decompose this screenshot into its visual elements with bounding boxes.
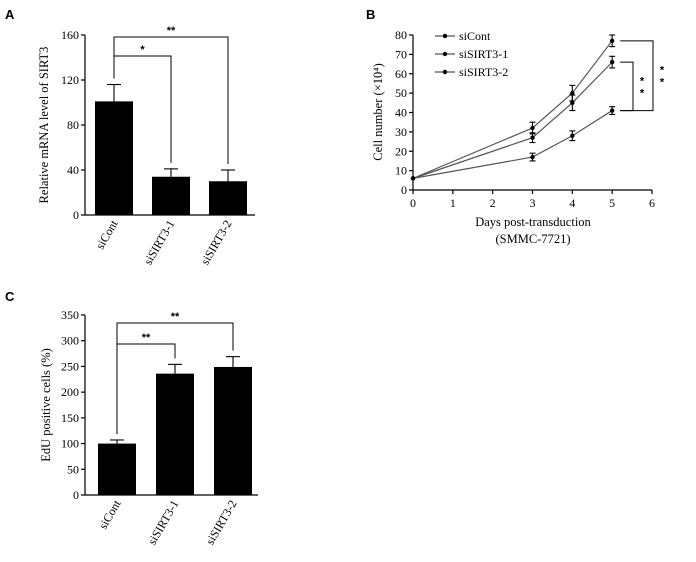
x-tick-label: siSIRT3-1 bbox=[141, 218, 178, 268]
series-line-siCont bbox=[412, 40, 613, 179]
bar-siSIRT3-2 bbox=[214, 366, 252, 495]
y-tick-label: 80 bbox=[395, 28, 407, 42]
panel-b-legend: siCont siSIRT3-1 siSIRT3-2 bbox=[435, 29, 508, 79]
bar-siSIRT3-1 bbox=[152, 176, 190, 215]
panel-a-significance: *** bbox=[113, 25, 229, 164]
significance-label: * bbox=[660, 65, 665, 77]
x-tick-label: siSIRT3-1 bbox=[145, 498, 182, 548]
legend-label: siSIRT3-2 bbox=[459, 65, 508, 79]
x-tick-label: siSIRT3-2 bbox=[203, 498, 240, 548]
y-tick-label: 50 bbox=[395, 86, 407, 100]
significance-label: ** bbox=[142, 332, 151, 344]
panel-c: C 0 50 100 150 200 250 300 350 siCont siSIRT3-1 si… bbox=[5, 289, 258, 547]
legend-label: siCont bbox=[459, 29, 491, 43]
significance-bracket bbox=[620, 61, 634, 112]
data-point bbox=[530, 125, 535, 131]
x-tick-label: 3 bbox=[530, 196, 536, 210]
y-tick-label: 300 bbox=[61, 334, 79, 348]
legend-marker bbox=[442, 69, 448, 75]
panel-c-letter: C bbox=[5, 289, 15, 304]
y-tick-label: 40 bbox=[395, 106, 407, 120]
data-point bbox=[609, 59, 615, 65]
y-tick-label: 60 bbox=[395, 67, 407, 81]
panel-c-bars bbox=[98, 356, 252, 495]
x-tick-label: 0 bbox=[410, 196, 416, 210]
data-point bbox=[530, 135, 535, 140]
y-tick-label: 10 bbox=[395, 164, 407, 178]
panel-a-bars bbox=[95, 83, 247, 215]
significance-bracket bbox=[116, 322, 234, 434]
significance-label: * bbox=[660, 77, 665, 89]
bar-siSIRT3-2 bbox=[209, 181, 247, 215]
series-line-siSIRT3-2 bbox=[412, 110, 613, 179]
legend-marker bbox=[442, 51, 448, 57]
y-tick-label: 200 bbox=[61, 385, 79, 399]
y-tick-label: 150 bbox=[61, 411, 79, 425]
bar-siCont bbox=[98, 443, 136, 495]
significance-label: * bbox=[140, 44, 145, 56]
x-tick-label: 1 bbox=[450, 196, 456, 210]
y-tick-label: 350 bbox=[61, 308, 79, 322]
y-tick-label: 70 bbox=[395, 47, 407, 61]
y-tick-label: 250 bbox=[61, 359, 79, 373]
significance-label: * bbox=[640, 75, 645, 87]
legend-marker bbox=[442, 33, 448, 39]
panel-a-y-axis-title: Relative mRNA level of SIRT3 bbox=[37, 47, 51, 204]
y-tick-label: 0 bbox=[73, 488, 79, 502]
x-tick-label: siSIRT3-2 bbox=[198, 218, 235, 268]
x-tick-label: siCont bbox=[96, 497, 124, 532]
y-tick-label: 30 bbox=[395, 125, 407, 139]
y-tick-label: 80 bbox=[67, 118, 79, 132]
panel-b-series bbox=[410, 34, 616, 181]
x-tick-label: siCont bbox=[93, 217, 121, 252]
x-tick-label: 5 bbox=[609, 196, 615, 210]
y-tick-label: 120 bbox=[61, 73, 79, 87]
panel-b-x-axis-subtitle: (SMMC-7721) bbox=[495, 232, 570, 246]
data-point bbox=[570, 133, 575, 138]
data-point bbox=[570, 90, 575, 96]
data-point bbox=[570, 100, 575, 106]
significance-label: * bbox=[640, 87, 645, 99]
data-point bbox=[410, 176, 416, 181]
legend-label: siSIRT3-1 bbox=[459, 47, 508, 61]
significance-bracket bbox=[620, 40, 654, 112]
panel-b-y-axis-title: Cell number (×10⁴) bbox=[371, 63, 385, 161]
panel-c-y-axis-title: EdU positive cells (%) bbox=[39, 348, 53, 462]
panel-b-axes: 0 10 20 30 40 50 60 70 80 0 1 2 3 4 5 6 bbox=[395, 28, 655, 210]
panel-a-letter: A bbox=[5, 7, 15, 22]
y-tick-label: 0 bbox=[401, 183, 407, 197]
panel-c-significance: ** ** bbox=[116, 311, 234, 434]
x-tick-label: 4 bbox=[569, 196, 575, 210]
panel-b-significance: **** bbox=[620, 40, 665, 112]
x-tick-label: 2 bbox=[490, 196, 496, 210]
panel-a-axes: 0 40 80 120 160 siCont siSIRT3-1 siSIRT3-2 bbox=[61, 28, 255, 267]
y-tick-label: 160 bbox=[61, 28, 79, 42]
panel-b-x-axis-title: Days post-transduction bbox=[475, 215, 591, 229]
significance-label: ** bbox=[167, 25, 176, 37]
y-tick-label: 50 bbox=[67, 462, 79, 476]
data-point bbox=[609, 38, 615, 44]
x-tick-label: 6 bbox=[649, 196, 655, 210]
data-point bbox=[530, 154, 535, 160]
y-tick-label: 0 bbox=[73, 208, 79, 222]
bar-siSIRT3-1 bbox=[156, 373, 194, 495]
y-tick-label: 20 bbox=[395, 144, 407, 158]
significance-bracket bbox=[113, 36, 229, 164]
bar-siCont bbox=[95, 101, 133, 215]
y-tick-label: 40 bbox=[67, 163, 79, 177]
panel-b-letter: B bbox=[366, 7, 375, 22]
significance-label: ** bbox=[171, 311, 180, 323]
series-line-siSIRT3-1 bbox=[412, 61, 613, 179]
data-point bbox=[609, 108, 615, 113]
y-tick-label: 100 bbox=[61, 437, 79, 451]
